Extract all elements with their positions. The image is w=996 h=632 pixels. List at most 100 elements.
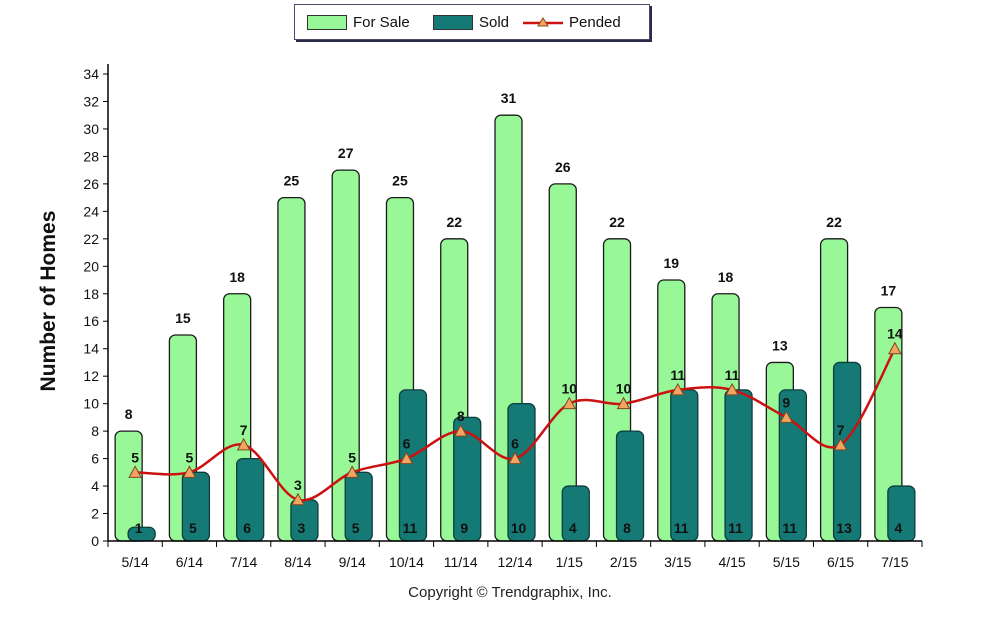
data-label-pended: 8 — [457, 408, 465, 424]
marker-pended — [453, 424, 468, 437]
y-tick-label: 14 — [83, 341, 99, 357]
data-label-pended: 3 — [294, 477, 302, 493]
copyright-text: Copyright © Trendgraphix, Inc. — [408, 584, 612, 601]
legend-label-for-sale: For Sale — [353, 13, 410, 31]
x-tick-label: 12/14 — [497, 554, 532, 570]
x-tick-label: 10/14 — [389, 554, 424, 570]
x-tick-label: 6/14 — [176, 554, 203, 570]
x-tick-label: 9/14 — [339, 554, 366, 570]
y-tick-label: 8 — [91, 423, 99, 439]
data-label-pended: 10 — [561, 381, 577, 397]
data-label-for-sale: 22 — [609, 214, 625, 230]
marker-pended — [236, 437, 251, 451]
legend-swatch-sold — [433, 14, 473, 30]
marker-pended — [725, 382, 739, 396]
x-tick-label: 7/14 — [230, 554, 257, 570]
marker-pended — [345, 465, 360, 478]
data-label-for-sale: 18 — [229, 269, 245, 285]
marker-pended — [562, 396, 577, 410]
data-label-sold: 6 — [243, 520, 251, 536]
data-label-sold: 1 — [135, 520, 143, 536]
data-label-sold: 11 — [674, 520, 689, 536]
data-label-pended: 5 — [186, 449, 194, 465]
legend-item-pended: Pended — [523, 5, 621, 39]
x-tick-label: 8/14 — [284, 554, 311, 570]
data-label-sold: 11 — [403, 520, 418, 536]
data-label-pended: 7 — [837, 422, 845, 438]
legend: For Sale Sold Pended — [294, 4, 650, 40]
y-tick-label: 20 — [83, 258, 99, 274]
legend-swatch-for-sale — [307, 14, 347, 30]
data-label-sold: 5 — [352, 520, 360, 536]
data-label-for-sale: 15 — [175, 310, 191, 326]
data-label-pended: 10 — [616, 381, 632, 397]
marker-pended — [508, 451, 522, 465]
legend-label-sold: Sold — [479, 13, 510, 31]
data-label-sold: 3 — [298, 520, 306, 536]
data-label-sold: 13 — [836, 520, 852, 536]
data-label-pended: 6 — [511, 436, 519, 452]
legend-line-pended-icon — [523, 15, 563, 30]
data-label-pended: 11 — [670, 367, 685, 383]
data-label-for-sale: 26 — [555, 159, 571, 175]
data-label-sold: 11 — [728, 520, 743, 536]
data-label-sold: 5 — [189, 520, 197, 536]
y-tick-label: 34 — [83, 66, 99, 82]
x-tick-label: 2/15 — [610, 554, 637, 570]
y-tick-label: 32 — [83, 93, 99, 109]
data-label-sold: 9 — [460, 520, 468, 536]
data-label-pended: 9 — [782, 394, 790, 410]
y-tick-label: 0 — [91, 533, 99, 549]
data-label-pended: 5 — [348, 449, 356, 465]
bar-sold — [670, 389, 699, 542]
y-tick-label: 24 — [83, 203, 99, 219]
bar-sold — [778, 389, 807, 542]
marker-pended — [291, 492, 305, 506]
marker-pended — [888, 341, 902, 355]
y-tick-label: 22 — [83, 231, 99, 247]
data-label-for-sale: 27 — [338, 145, 354, 161]
data-label-pended: 7 — [240, 422, 248, 438]
y-tick-label: 4 — [91, 478, 99, 494]
bar-sold — [398, 389, 428, 542]
data-label-for-sale: 17 — [881, 283, 897, 299]
legend-label-pended: Pended — [569, 13, 621, 31]
x-tick-label: 3/15 — [664, 554, 691, 570]
y-tick-label: 6 — [91, 451, 99, 467]
data-label-pended: 14 — [887, 326, 903, 342]
data-label-for-sale: 22 — [826, 214, 842, 230]
x-tick-label: 7/15 — [881, 554, 908, 570]
data-label-for-sale: 8 — [125, 406, 133, 422]
y-tick-label: 26 — [83, 176, 99, 192]
y-tick-label: 28 — [83, 148, 99, 164]
y-tick-label: 10 — [83, 396, 99, 412]
data-label-pended: 6 — [403, 436, 411, 452]
x-tick-label: 5/14 — [122, 554, 149, 570]
data-label-sold: 8 — [623, 520, 631, 536]
x-tick-label: 11/14 — [444, 554, 478, 570]
data-label-sold: 11 — [782, 520, 797, 536]
data-label-sold: 4 — [894, 520, 902, 536]
legend-item-for-sale: For Sale — [307, 5, 410, 39]
y-tick-label: 2 — [91, 506, 99, 522]
data-label-for-sale: 19 — [664, 255, 680, 271]
marker-pended — [779, 410, 794, 423]
y-tick-label: 12 — [83, 368, 99, 384]
y-axis-title: Number of Homes — [37, 210, 60, 392]
marker-pended — [182, 465, 197, 478]
data-label-for-sale: 31 — [501, 90, 517, 106]
marker-pended — [399, 451, 414, 465]
data-label-for-sale: 25 — [392, 173, 408, 189]
data-label-for-sale: 22 — [446, 214, 462, 230]
data-label-sold: 10 — [511, 520, 527, 536]
x-tick-label: 5/15 — [773, 554, 800, 570]
bar-sold — [724, 389, 753, 542]
y-tick-label: 16 — [83, 313, 99, 329]
x-tick-label: 6/15 — [827, 554, 854, 570]
data-label-sold: 4 — [569, 520, 577, 536]
data-label-for-sale: 18 — [718, 269, 734, 285]
legend-item-sold: Sold — [433, 5, 509, 39]
data-label-pended: 11 — [725, 367, 740, 383]
bar-sold — [832, 361, 862, 542]
